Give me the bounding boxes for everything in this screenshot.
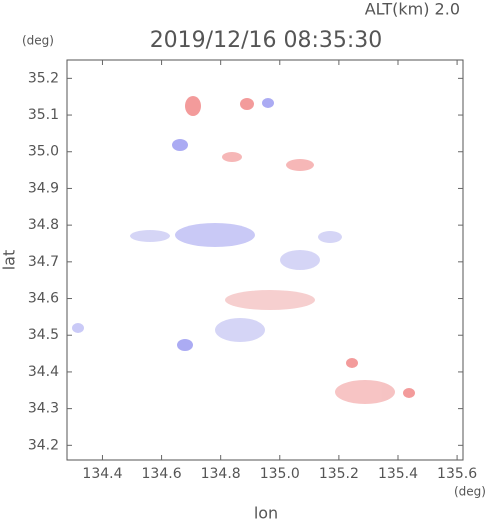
y-tick-label: 35.1 <box>28 107 59 123</box>
y-axis-label: lat <box>0 250 19 271</box>
y-tick-label: 34.9 <box>28 180 59 196</box>
chart-title: 2019/12/16 08:35:30 <box>150 28 383 53</box>
echo-field <box>72 96 415 404</box>
y-unit: (deg) <box>22 34 54 48</box>
y-tick-label: 34.4 <box>28 364 59 380</box>
y-tick-label: 34.7 <box>28 254 59 270</box>
y-tick-label: 34.3 <box>28 401 59 417</box>
chart-subtitle: ALT(km) 2.0 <box>365 0 460 19</box>
y-tick-label: 35.2 <box>28 70 59 86</box>
x-tick-label: 134.6 <box>142 466 182 482</box>
x-tick-label: 134.8 <box>201 466 241 482</box>
plot-frame <box>66 59 464 461</box>
y-tick-label: 34.8 <box>28 217 59 233</box>
y-tick-label: 34.6 <box>28 291 59 307</box>
x-tick-label: 134.4 <box>82 466 122 482</box>
x-tick-label: 135.6 <box>437 466 477 482</box>
x-axis-label: lon <box>254 504 278 522</box>
y-tick-label: 34.5 <box>28 327 59 343</box>
y-tick-label: 34.2 <box>28 437 59 453</box>
x-tick-label: 135.0 <box>260 466 300 482</box>
x-tick-label: 135.2 <box>319 466 359 482</box>
x-unit: (deg) <box>454 485 486 499</box>
x-tick-label: 135.4 <box>378 466 418 482</box>
y-tick-label: 35.0 <box>28 144 59 160</box>
